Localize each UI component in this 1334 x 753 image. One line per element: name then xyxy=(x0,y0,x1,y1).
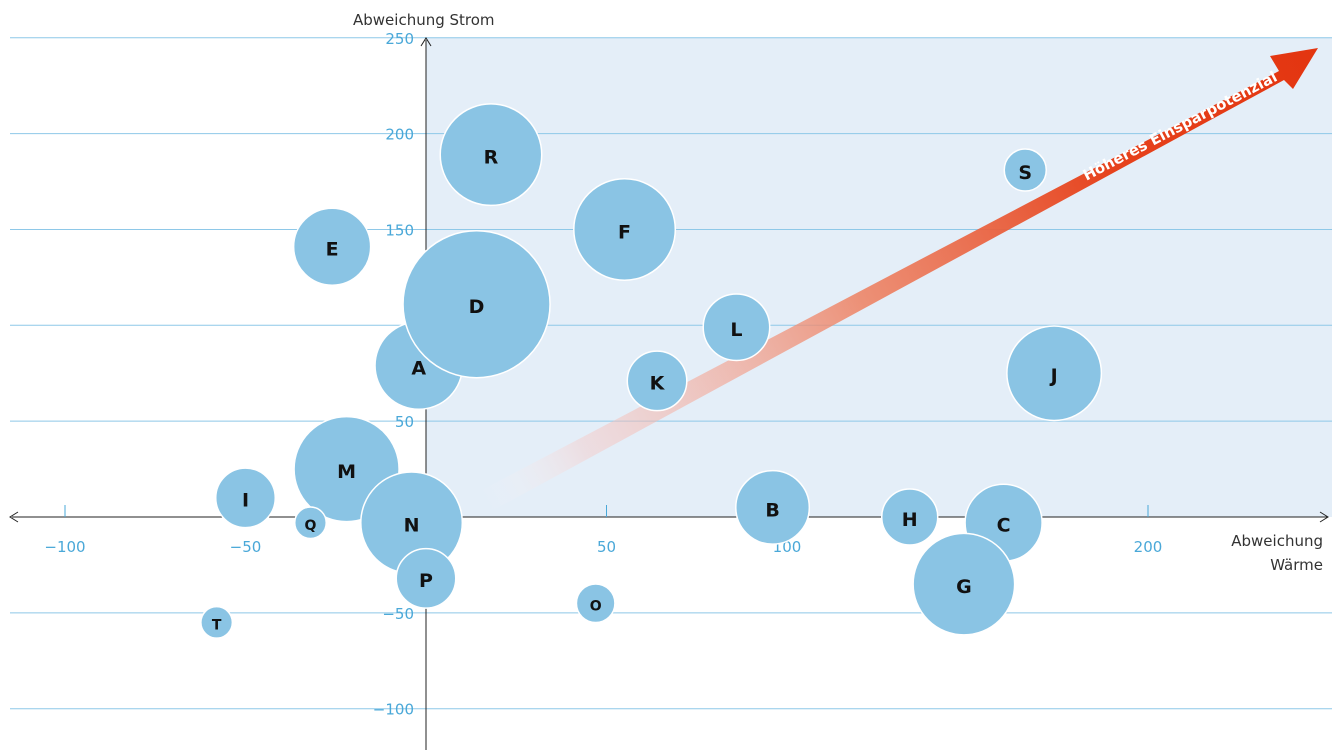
bubble-b: B xyxy=(735,469,811,545)
bubble-t: T xyxy=(200,605,234,639)
bubble-circle xyxy=(1003,148,1048,192)
x-tick-label: −100 xyxy=(44,538,85,556)
bubble-label: T xyxy=(212,617,222,633)
bubble-q: Q xyxy=(293,506,327,540)
bubble-circle xyxy=(395,547,457,609)
bubble-k: K xyxy=(626,350,688,412)
bubble-label: O xyxy=(590,598,602,614)
y-tick-label: −50 xyxy=(382,605,414,623)
bubble-circle xyxy=(439,103,543,207)
y-tick-label: 250 xyxy=(385,30,414,48)
bubble-label: B xyxy=(765,499,779,521)
x-tick-labels: −100 −50 50 100 200 xyxy=(44,538,1162,556)
bubble-label: D xyxy=(469,296,485,318)
bubble-circle xyxy=(912,532,1016,636)
y-tick-label: 200 xyxy=(385,126,414,144)
x-axis-title-line2: Wärme xyxy=(1270,556,1323,574)
bubble-label: K xyxy=(650,373,666,395)
bubble-label: C xyxy=(997,515,1011,537)
bubble-label: P xyxy=(419,570,433,592)
bubble-label: E xyxy=(326,239,339,261)
bubble-circle xyxy=(735,469,811,545)
bubble-label: G xyxy=(956,576,972,598)
bubble-label: J xyxy=(1049,365,1058,387)
bubble-i: I xyxy=(215,467,276,529)
bubble-circle xyxy=(880,488,939,546)
bubble-circle xyxy=(402,229,551,379)
bubble-circle xyxy=(573,177,677,281)
y-tick-label: 50 xyxy=(395,413,414,431)
bubble-circle xyxy=(200,605,234,639)
bubble-label: L xyxy=(730,319,742,341)
x-axis-title-line1: Abweichung xyxy=(1231,532,1323,550)
bubble-label: I xyxy=(242,490,249,512)
y-axis-title: Abweichung Strom xyxy=(353,11,495,29)
bubble-o: O xyxy=(575,583,616,624)
bubble-circle xyxy=(626,350,688,412)
y-tick-label: −100 xyxy=(373,701,414,719)
bubble-circle xyxy=(293,506,327,540)
bubble-e: E xyxy=(292,207,372,286)
bubble-j: J xyxy=(1006,325,1103,422)
bubble-label: R xyxy=(484,147,499,169)
bubble-label: F xyxy=(618,221,631,243)
bubble-h: H xyxy=(880,488,939,546)
bubble-label: A xyxy=(411,357,426,379)
bubble-circle xyxy=(702,293,771,362)
bubble-s: S xyxy=(1003,148,1048,192)
bubble-label: H xyxy=(902,509,918,531)
bubble-circle xyxy=(1006,325,1103,422)
trend-arrow-shape xyxy=(478,48,1318,512)
bubble-l: L xyxy=(702,293,771,362)
x-tick-label: −50 xyxy=(230,538,262,556)
quadrant-highlight xyxy=(426,38,1332,517)
bubbles: A B C D E F G H I J K L M N O P Q R S T xyxy=(200,103,1103,639)
bubble-label: Q xyxy=(305,518,317,534)
bubble-circle xyxy=(215,467,276,529)
bubble-label: N xyxy=(404,515,420,537)
bubble-f: F xyxy=(573,177,677,281)
bubble-d: D xyxy=(402,229,551,379)
bubble-circle xyxy=(292,207,372,286)
gridlines xyxy=(10,37,1332,710)
bubble-label: S xyxy=(1018,162,1032,184)
bubble-circle xyxy=(575,583,616,624)
bubble-g: G xyxy=(912,532,1016,636)
bubble-p: P xyxy=(395,547,457,609)
y-tick-label: 150 xyxy=(385,221,414,239)
x-tick-label: 50 xyxy=(597,538,616,556)
bubble-label: M xyxy=(337,461,356,483)
y-tick-labels: 250 200 150 50 −50 −100 xyxy=(373,30,414,719)
x-tick-label: 200 xyxy=(1134,538,1163,556)
bubble-r: R xyxy=(439,103,543,207)
